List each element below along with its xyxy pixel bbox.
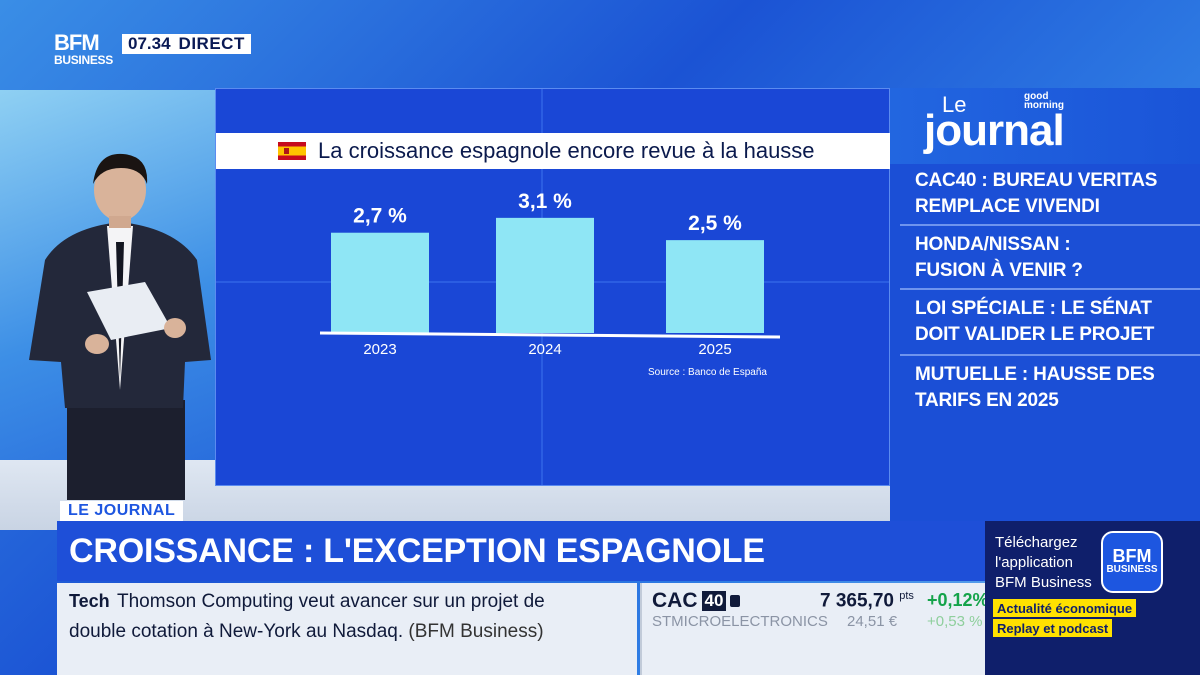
category-label: 2025	[698, 341, 731, 358]
direct-label: DIRECT	[178, 34, 245, 53]
live-clock: 07.34 DIRECT	[122, 34, 251, 54]
index-number: 40	[701, 591, 727, 611]
ticker-line1: Thomson Computing veut avancer sur un pr…	[117, 591, 545, 612]
lock-icon	[730, 595, 741, 607]
spain-flag-icon	[278, 142, 306, 160]
x-axis-line	[319, 331, 781, 339]
promo-chip-news: Actualité économique	[993, 599, 1137, 617]
index-value: 7 365,70	[820, 590, 894, 612]
news-item-line1: MUTUELLE : HAUSSE DES	[915, 364, 1155, 385]
presenter-figure	[29, 153, 211, 500]
index-unit: pts	[899, 590, 914, 602]
lower-third-headline: CROISSANCE : L'EXCEPTION ESPAGNOLE	[57, 521, 985, 581]
news-item-line2: FUSION À VENIR ?	[915, 260, 1083, 281]
chart-title-bar: La croissance espagnole encore revue à l…	[216, 133, 891, 169]
ticker-line2-wrap: double cotation à New-York au Nasdaq. (B…	[69, 621, 544, 643]
chart-source: Source : Banco de España	[648, 367, 767, 378]
stock-value: 24,51 €	[847, 613, 898, 630]
data-label: 2,5 %	[688, 212, 742, 235]
chart-title: La croissance espagnole encore revue à l…	[318, 138, 815, 163]
show-logo: good morning	[1024, 91, 1064, 111]
bar	[331, 232, 429, 333]
journal-header: Le journal good morning	[890, 88, 1200, 164]
index-label: CAC 40	[652, 589, 741, 613]
app-icon: BFM BUSINESS	[1101, 531, 1163, 593]
index-change: +0,12%	[927, 590, 989, 610]
news-item-line2: REMPLACE VIVENDI	[915, 196, 1100, 217]
app-icon-bottom: BUSINESS	[1106, 564, 1158, 575]
bar	[496, 217, 594, 333]
news-item-line2: DOIT VALIDER LE PROJET	[915, 324, 1155, 345]
journal-le: Le	[942, 92, 967, 117]
news-item: HONDA/NISSAN : FUSION À VENIR ?	[890, 232, 1200, 284]
news-item-line1: HONDA/NISSAN :	[915, 234, 1071, 255]
app-icon-top: BFM	[1112, 546, 1152, 566]
logo-bfm: BFM	[54, 30, 100, 55]
promo-text: Téléchargez l'application BFM Business	[995, 533, 1092, 593]
promo-line1: Téléchargez	[995, 534, 1078, 551]
category-label: 2023	[363, 341, 396, 358]
news-ticker: Tech Thomson Computing veut avancer sur …	[57, 583, 637, 675]
news-item-line1: CAC40 : BUREAU VERITAS	[915, 170, 1158, 191]
show-logo-line1: good	[1024, 91, 1049, 102]
ticker-category: Tech	[69, 591, 110, 611]
news-divider	[900, 288, 1200, 290]
promo-line3: BFM Business	[995, 574, 1092, 591]
index-name: CAC	[652, 589, 698, 612]
app-promo: Téléchargez l'application BFM Business B…	[985, 521, 1200, 675]
journal-title: journal	[924, 106, 1065, 155]
ticker-line2: double cotation à New-York au Nasdaq.	[69, 621, 404, 642]
stock-name: STMICROELECTRONICS	[652, 613, 828, 630]
index-value-wrap: 7 365,70 pts	[820, 590, 914, 612]
promo-chip-replay: Replay et podcast	[993, 619, 1113, 637]
data-label: 3,1 %	[518, 190, 572, 213]
news-divider	[900, 354, 1200, 356]
news-item: MUTUELLE : HAUSSE DES TARIFS EN 2025	[890, 362, 1200, 414]
bar-chart: 2,7 % 2023 3,1 % 2024 2,5 % 2025	[319, 190, 781, 358]
news-item: LOI SPÉCIALE : LE SÉNAT DOIT VALIDER LE …	[890, 296, 1200, 348]
ticker-source: (BFM Business)	[408, 621, 544, 642]
lower-third-tag: LE JOURNAL	[60, 501, 184, 521]
news-divider	[900, 224, 1200, 226]
promo-line2: l'application	[995, 554, 1073, 571]
news-item: CAC40 : BUREAU VERITAS REMPLACE VIVENDI	[890, 168, 1200, 220]
category-label: 2024	[528, 341, 561, 358]
news-item-line1: LOI SPÉCIALE : LE SÉNAT	[915, 298, 1152, 319]
logo-business: BUSINESS	[54, 53, 113, 67]
stock-change: +0,53 %	[927, 613, 983, 630]
news-item-line2: TARIFS EN 2025	[915, 390, 1059, 411]
bar	[666, 240, 764, 333]
market-ticker: CAC 40 7 365,70 pts +0,12% STMICROELECTR…	[640, 583, 989, 675]
show-logo-line2: morning	[1024, 100, 1064, 111]
channel-logo: BFM BUSINESS	[54, 30, 118, 67]
data-label: 2,7 %	[353, 205, 407, 228]
time-label: 07.34	[128, 34, 171, 53]
